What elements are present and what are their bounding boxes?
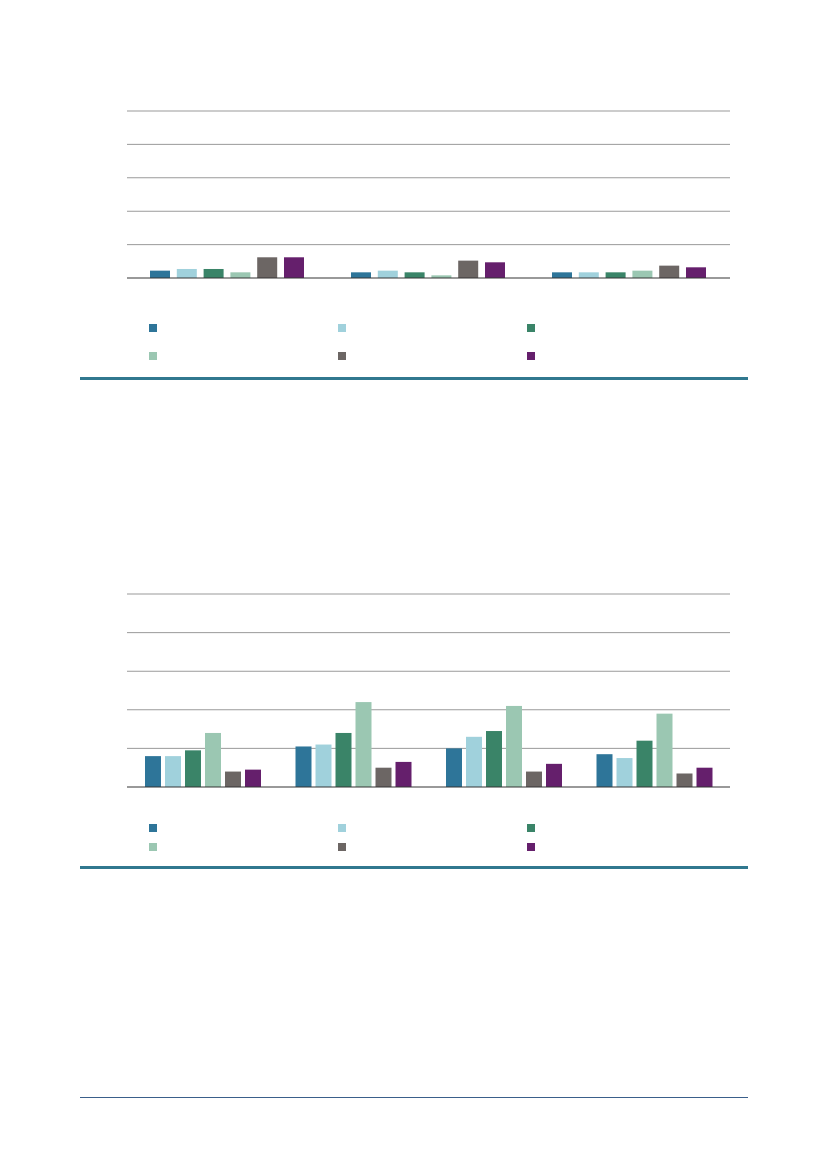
- bar: [335, 732, 352, 787]
- chart-2-plot: [127, 593, 730, 851]
- bar: [466, 736, 482, 787]
- legend-swatch: [149, 824, 157, 832]
- chart-1-plot: [127, 110, 730, 360]
- bar: [315, 744, 332, 787]
- bar: [395, 761, 412, 787]
- bar: [656, 713, 673, 787]
- bar: [686, 267, 706, 278]
- bar: [230, 272, 251, 278]
- bar: [676, 773, 693, 787]
- bar: [446, 748, 462, 787]
- chart-2: [0, 560, 827, 870]
- bar: [486, 731, 502, 787]
- bar: [696, 767, 713, 787]
- bar: [351, 272, 371, 278]
- legend-swatch: [338, 843, 346, 851]
- bar: [632, 270, 653, 278]
- bar: [458, 260, 479, 278]
- section-divider-1: [80, 377, 748, 380]
- bar: [355, 702, 372, 787]
- legend-swatch: [527, 324, 535, 332]
- bar: [165, 756, 181, 787]
- bar: [596, 754, 613, 787]
- bar: [506, 705, 522, 787]
- bar: [257, 257, 278, 278]
- legend-swatch: [149, 352, 157, 360]
- bar: [203, 268, 224, 278]
- legend-swatch: [149, 843, 157, 851]
- bar: [225, 771, 241, 787]
- bar: [546, 763, 562, 787]
- legend-swatch: [338, 352, 346, 360]
- bar: [176, 268, 197, 278]
- bar: [245, 769, 261, 787]
- legend-swatch: [527, 843, 535, 851]
- bar: [375, 767, 392, 787]
- bar: [185, 750, 201, 787]
- legend-swatch: [338, 324, 346, 332]
- bar: [578, 272, 599, 278]
- bar: [526, 771, 542, 787]
- bar: [145, 756, 161, 787]
- bar: [150, 270, 170, 278]
- bar: [205, 732, 221, 787]
- footer-rule: [80, 1097, 748, 1098]
- bar: [485, 262, 505, 278]
- legend-swatch: [338, 824, 346, 832]
- bar: [377, 270, 398, 278]
- bar: [659, 265, 680, 278]
- bar: [295, 746, 312, 787]
- bar: [404, 272, 425, 278]
- chart-1: [0, 0, 827, 380]
- legend-swatch: [149, 324, 157, 332]
- bar: [605, 272, 626, 278]
- bar: [284, 257, 304, 278]
- bar: [636, 740, 653, 787]
- section-divider-2: [80, 866, 748, 869]
- legend-swatch: [527, 352, 535, 360]
- legend-swatch: [527, 824, 535, 832]
- bar: [552, 272, 572, 278]
- bar: [616, 758, 633, 787]
- bar: [431, 275, 452, 278]
